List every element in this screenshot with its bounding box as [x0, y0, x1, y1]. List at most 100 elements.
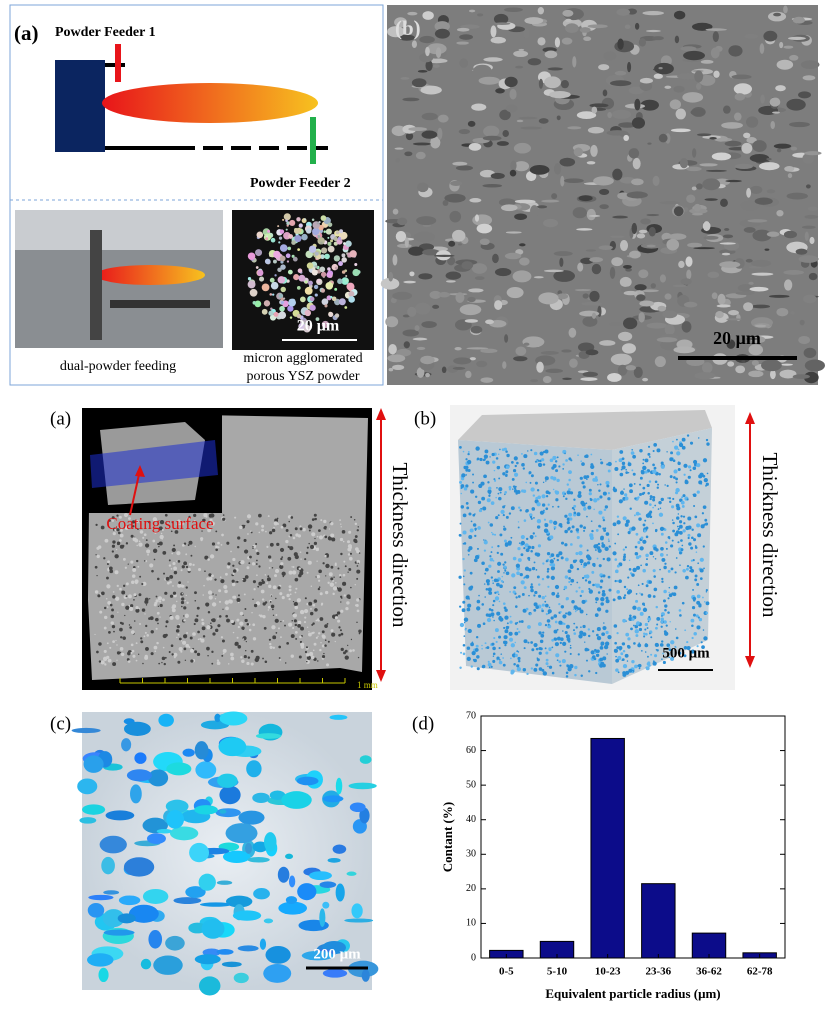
pore [218, 737, 247, 757]
pore [602, 491, 607, 496]
pore [262, 615, 266, 619]
pore [685, 575, 689, 580]
pore [272, 646, 276, 649]
grain [690, 108, 706, 116]
grain [417, 69, 428, 73]
pore [462, 643, 466, 647]
grain [468, 288, 484, 293]
pore [180, 569, 183, 572]
pore [280, 636, 282, 639]
pore [487, 521, 490, 524]
pore [573, 511, 577, 515]
grain [270, 281, 279, 290]
grain [344, 306, 348, 309]
pore [293, 601, 298, 607]
pore [243, 655, 247, 659]
grain [315, 317, 320, 322]
pore [676, 516, 680, 520]
grain [587, 24, 608, 29]
pore [549, 535, 554, 540]
grain [519, 243, 526, 247]
grain [751, 272, 774, 276]
pore [271, 567, 274, 569]
pore [176, 600, 178, 603]
grain [640, 289, 659, 293]
pore [476, 599, 481, 604]
pore [319, 908, 326, 927]
grain [724, 228, 730, 231]
pore [184, 634, 187, 638]
pore [181, 565, 185, 569]
photo-texture [458, 434, 710, 678]
pore [465, 502, 469, 505]
y-tick-label: 10 [466, 918, 476, 929]
pore [311, 518, 315, 521]
grain [492, 253, 499, 264]
pore [683, 522, 686, 525]
pore [285, 539, 289, 544]
pore [175, 615, 180, 620]
pore [346, 601, 350, 605]
pore [617, 655, 622, 661]
grain [576, 228, 593, 231]
pore [292, 613, 297, 618]
grain [280, 301, 284, 305]
pore [118, 539, 122, 542]
grain [324, 253, 330, 260]
pore [582, 632, 587, 637]
grain [650, 283, 656, 289]
scale-label: 20 μm [297, 318, 340, 335]
pore [687, 533, 691, 537]
pore [622, 672, 627, 677]
pore [691, 536, 694, 540]
grain [312, 267, 316, 270]
pore [145, 539, 148, 542]
pore [79, 817, 97, 824]
pore [503, 635, 508, 640]
pore [669, 457, 674, 462]
pore [77, 778, 98, 795]
pore [147, 769, 169, 787]
pore [608, 588, 612, 592]
grain [740, 200, 760, 211]
pore [489, 523, 494, 527]
pore [71, 727, 101, 734]
pore [588, 589, 594, 594]
pore [194, 805, 218, 815]
pore [600, 575, 603, 578]
pore [541, 609, 544, 613]
pore [668, 537, 671, 540]
pore [682, 494, 686, 498]
pore [530, 517, 533, 520]
pore [529, 585, 534, 589]
pore [605, 596, 609, 600]
pore [121, 544, 125, 548]
pore [472, 523, 477, 527]
grain [480, 348, 498, 353]
grain [695, 83, 702, 90]
pore [324, 639, 327, 641]
pore [621, 465, 626, 470]
grain [749, 154, 770, 163]
pore [596, 607, 602, 612]
pore [477, 500, 482, 505]
pore [115, 596, 120, 601]
grain [483, 125, 500, 138]
pore [281, 791, 312, 809]
pore [540, 633, 545, 638]
grain [783, 45, 794, 49]
pore [602, 656, 607, 661]
axis-annotation: Thickness direction [758, 452, 782, 618]
grain [631, 222, 638, 235]
y-tick-label: 0 [471, 952, 476, 963]
grain [278, 311, 287, 320]
pore [492, 652, 496, 656]
pore [216, 659, 220, 662]
pore [481, 647, 483, 650]
pore [638, 517, 642, 521]
grain [348, 291, 355, 298]
y-tick-label: 50 [466, 779, 476, 790]
pore [329, 582, 335, 587]
pore [626, 644, 630, 648]
pore [313, 599, 318, 603]
